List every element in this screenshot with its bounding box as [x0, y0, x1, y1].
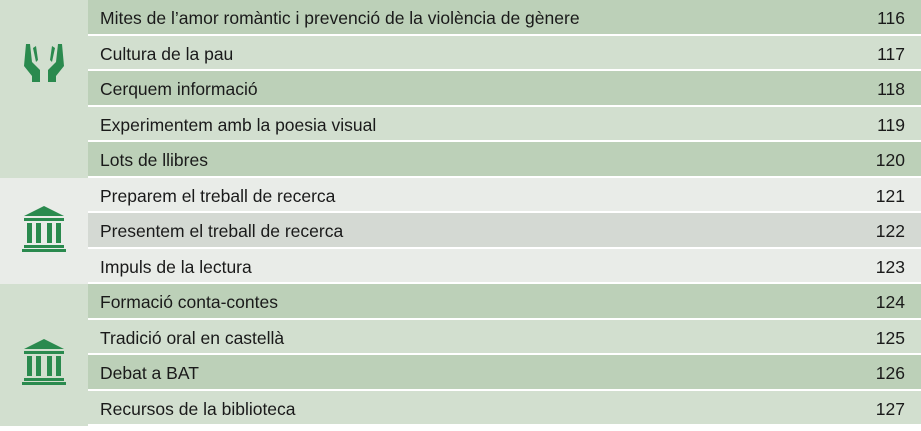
toc-row: Debat a BAT 126 — [88, 355, 921, 389]
page-number: 120 — [875, 150, 905, 170]
hands-icon — [24, 44, 64, 82]
building-icon — [22, 205, 66, 252]
page-number: 127 — [875, 398, 905, 419]
toc-title: Presentem el treball de recerca — [100, 221, 344, 241]
page-number: 119 — [877, 114, 905, 135]
toc-title: Cultura de la pau — [100, 43, 234, 64]
toc-row: Experimentem amb la poesia visual 119 — [88, 106, 921, 140]
toc-row: Cerquem informació 118 — [88, 71, 921, 105]
page-number: 121 — [875, 185, 905, 206]
building-icon — [22, 339, 66, 385]
toc-title: Formació conta-contes — [100, 292, 278, 312]
toc-title: Impuls de la lectura — [100, 256, 252, 277]
icon-column — [0, 284, 88, 426]
toc-title: Experimentem amb la poesia visual — [100, 114, 377, 135]
toc-title: Preparem el treball de recerca — [100, 185, 336, 206]
toc-row: Impuls de la lectura 123 — [88, 248, 921, 282]
toc-row: Tradició oral en castellà 125 — [88, 319, 921, 353]
toc-row: Mites de l’amor romàntic i prevenció de … — [88, 0, 921, 34]
section: Mites de l’amor romàntic i prevenció de … — [0, 0, 921, 178]
toc-title: Debat a BAT — [100, 363, 199, 383]
icon-column — [0, 177, 88, 284]
page-number: 116 — [877, 8, 905, 28]
page-number: 126 — [875, 363, 905, 383]
toc-row: Lots de llibres 120 — [88, 142, 921, 176]
toc-row: Presentem el treball de recerca 122 — [88, 213, 921, 247]
toc-row: Preparem el treball de recerca 121 — [88, 177, 921, 211]
toc-title: Cerquem informació — [100, 79, 258, 99]
page-number: 117 — [877, 43, 905, 64]
toc-row: Cultura de la pau 117 — [88, 35, 921, 69]
page-number: 123 — [875, 256, 905, 277]
toc-title: Tradició oral en castellà — [100, 327, 285, 348]
icon-column — [0, 0, 88, 178]
toc-row: Recursos de la biblioteca 127 — [88, 390, 921, 424]
section: Formació conta-contes 124 Tradició oral en… — [0, 284, 921, 426]
page-number: 125 — [875, 327, 905, 348]
page-number: 118 — [877, 79, 905, 99]
section: Preparem el treball de recerca 121 Present… — [0, 177, 921, 284]
toc-title: Lots de llibres — [100, 150, 208, 170]
toc-row: Formació conta-contes 124 — [88, 284, 921, 318]
page-number: 124 — [875, 292, 905, 312]
toc-title: Mites de l’amor romàntic i prevenció de … — [100, 8, 580, 28]
page-number: 122 — [875, 221, 905, 241]
toc-title: Recursos de la biblioteca — [100, 398, 296, 419]
